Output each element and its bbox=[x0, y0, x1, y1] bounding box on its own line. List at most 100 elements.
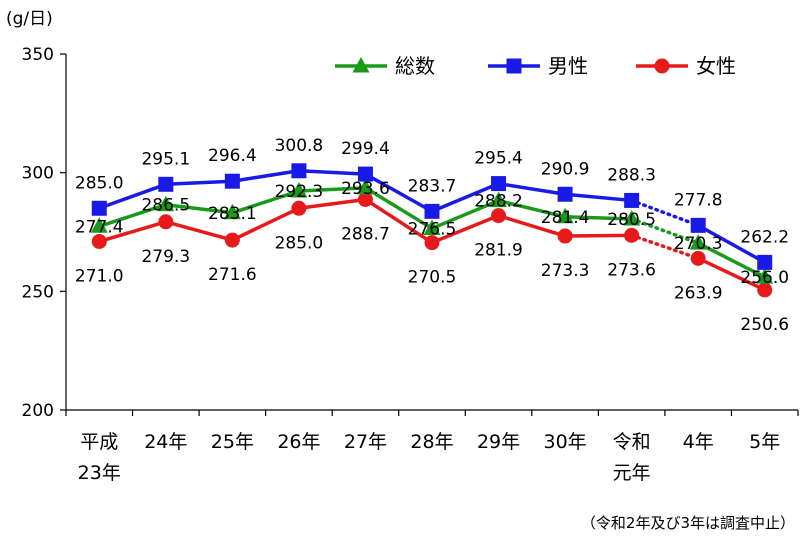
data-point-square bbox=[757, 254, 773, 270]
data-label-square: 285.0 bbox=[75, 173, 124, 193]
legend-marker-triangle bbox=[352, 57, 370, 73]
data-label-circle: 279.3 bbox=[141, 247, 190, 267]
series-line-square bbox=[697, 223, 766, 264]
data-label-circle: 250.6 bbox=[740, 315, 789, 335]
x-category-label: 26年 bbox=[277, 431, 320, 453]
data-point-triangle bbox=[90, 217, 108, 233]
data-point-square bbox=[557, 186, 573, 202]
data-point-triangle bbox=[290, 181, 308, 198]
axes: 200 250 300 350 平成 23年 24年 25年 26年 27年 28年 29年 30年 令和… bbox=[22, 45, 799, 484]
data-label-triangle: 288.2 bbox=[474, 192, 523, 212]
data-labels: 277.4 286.5 283.1 292.3 293.6 276.5 288.2 281.4… bbox=[75, 136, 789, 335]
data-point-circle bbox=[158, 214, 174, 230]
data-label-square: 283.7 bbox=[408, 176, 457, 196]
data-point-triangle bbox=[223, 203, 241, 220]
x-category-label: 平成 bbox=[80, 431, 118, 453]
data-point-triangle bbox=[689, 234, 707, 250]
x-category-label: 25年 bbox=[211, 431, 254, 453]
data-label-square: 262.2 bbox=[740, 227, 789, 247]
x-category-label: 29年 bbox=[477, 431, 520, 453]
series-gap-line-square bbox=[629, 198, 700, 228]
data-label-circle: 273.6 bbox=[607, 260, 656, 280]
y-tick-label: 300 bbox=[22, 164, 54, 184]
x-category-label: 元年 bbox=[613, 462, 651, 484]
data-point-triangle bbox=[356, 178, 374, 195]
data-label-circle: 271.0 bbox=[75, 266, 124, 286]
data-point-circle bbox=[224, 232, 240, 248]
x-category-label: 28年 bbox=[410, 431, 453, 453]
data-point-circle bbox=[424, 235, 440, 251]
x-category-label: 27年 bbox=[344, 431, 387, 453]
series-gap-line-triangle bbox=[629, 217, 700, 245]
data-point-square bbox=[91, 200, 107, 216]
data-label-triangle: 276.5 bbox=[408, 219, 457, 239]
x-category-label: 30年 bbox=[543, 431, 586, 453]
data-point-circle bbox=[557, 228, 573, 244]
data-label-square: 296.4 bbox=[208, 146, 257, 166]
data-point-circle bbox=[624, 227, 640, 243]
data-label-circle: 285.0 bbox=[275, 233, 324, 253]
legend-label: 女性 bbox=[696, 54, 736, 78]
data-point-circle bbox=[757, 282, 773, 298]
data-point-triangle bbox=[423, 219, 441, 235]
data-point-circle bbox=[491, 208, 507, 224]
data-point-square bbox=[424, 203, 440, 219]
data-point-triangle bbox=[556, 207, 574, 224]
data-label-square: 295.1 bbox=[141, 149, 190, 169]
legend-label: 総数 bbox=[395, 54, 435, 78]
data-label-triangle: 281.4 bbox=[541, 208, 590, 228]
data-point-circle bbox=[291, 200, 307, 216]
data-point-square bbox=[224, 173, 240, 189]
data-point-triangle bbox=[157, 195, 175, 212]
data-label-square: 288.3 bbox=[607, 165, 656, 185]
data-label-triangle: 293.6 bbox=[341, 179, 390, 199]
x-category-label: 4年 bbox=[683, 431, 714, 453]
gap-note: （令和2年及び3年は調査中止） bbox=[581, 514, 795, 532]
legend-label: 男性 bbox=[548, 54, 588, 78]
data-label-triangle: 270.3 bbox=[674, 234, 723, 254]
data-label-square: 295.4 bbox=[474, 149, 523, 169]
data-label-triangle: 286.5 bbox=[141, 196, 190, 216]
legend-marker-circle bbox=[654, 58, 670, 74]
data-label-square: 299.4 bbox=[341, 139, 390, 159]
data-point-triangle bbox=[756, 268, 774, 284]
series-line-triangle bbox=[697, 241, 766, 279]
data-label-square: 277.8 bbox=[674, 190, 723, 210]
legend-marker-square bbox=[506, 58, 522, 74]
data-point-square bbox=[357, 166, 373, 182]
y-unit-label: (g/日) bbox=[6, 9, 53, 29]
data-label-triangle: 283.1 bbox=[208, 204, 257, 224]
x-category-label: 23年 bbox=[78, 462, 121, 484]
data-label-triangle: 256.0 bbox=[740, 268, 789, 288]
data-label-circle: 263.9 bbox=[674, 283, 723, 303]
data-label-square: 290.9 bbox=[541, 159, 590, 179]
data-label-square: 300.8 bbox=[275, 136, 324, 156]
data-point-circle bbox=[690, 250, 706, 266]
data-point-square bbox=[158, 176, 174, 192]
y-tick-label: 350 bbox=[22, 45, 54, 65]
data-point-circle bbox=[357, 191, 373, 207]
data-label-circle: 281.9 bbox=[474, 241, 523, 261]
data-point-triangle bbox=[623, 209, 641, 226]
data-point-square bbox=[624, 192, 640, 208]
data-label-triangle: 292.3 bbox=[275, 182, 324, 202]
data-point-square bbox=[491, 176, 507, 192]
data-point-square bbox=[690, 217, 706, 233]
data-point-triangle bbox=[490, 191, 508, 208]
x-category-label: 令和 bbox=[613, 431, 651, 453]
x-category-label: 5年 bbox=[749, 431, 780, 453]
data-label-triangle: 280.5 bbox=[607, 210, 656, 230]
y-tick-label: 200 bbox=[22, 401, 54, 421]
y-tick-label: 250 bbox=[22, 282, 54, 302]
x-category-label: 24年 bbox=[144, 431, 187, 453]
series-layer bbox=[90, 163, 774, 298]
data-label-triangle: 277.4 bbox=[75, 217, 124, 237]
data-point-square bbox=[291, 163, 307, 179]
series-gap-line-circle bbox=[629, 233, 700, 261]
data-label-circle: 271.6 bbox=[208, 265, 257, 285]
legend: 総数 男性 女性 bbox=[335, 54, 736, 78]
data-label-circle: 288.7 bbox=[341, 224, 390, 244]
series-line-circle bbox=[697, 256, 766, 292]
data-point-circle bbox=[91, 233, 107, 249]
